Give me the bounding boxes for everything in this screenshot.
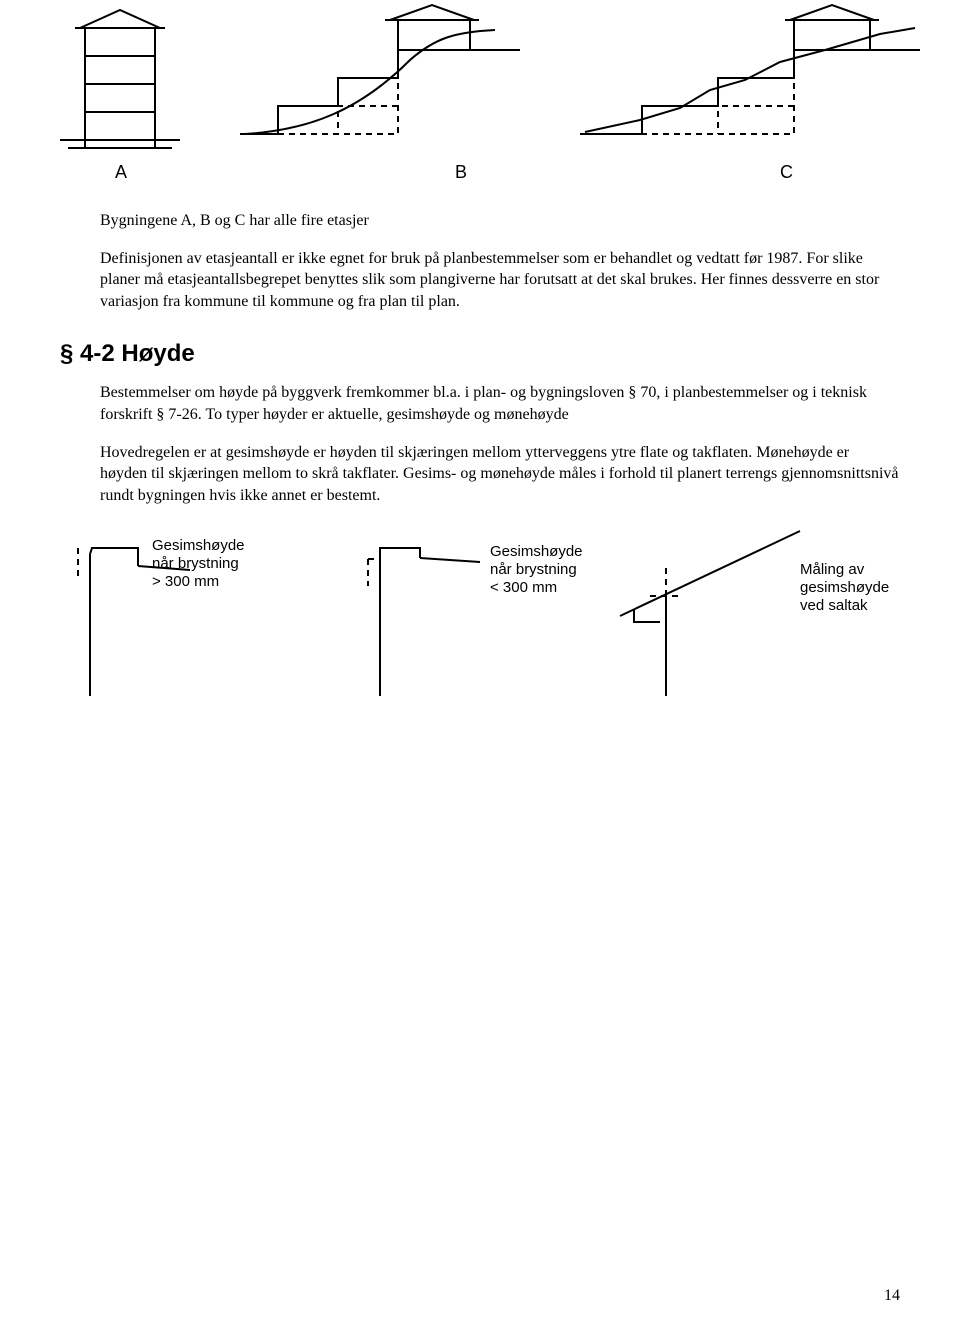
intro-block: Bygningene A, B og C har alle fire etasj… [100, 210, 900, 312]
page: A B C Bygningene A, B og C har alle fire… [0, 0, 960, 1335]
gesims-b-l1: Gesimshøyde [490, 543, 583, 560]
figure-buildings-abc: A B C [60, 0, 900, 190]
gesims-c-l1: Måling av [800, 561, 865, 578]
gesims-svg: Gesimshøyde når brystning > 300 mm Gesim… [60, 526, 900, 736]
gesims-c-l2: gesimshøyde [800, 579, 889, 596]
gesims-a-l2: når brystning [152, 555, 239, 572]
building-c [580, 5, 920, 134]
section-p1: Bestemmelser om høyde på byggverk fremko… [100, 382, 900, 425]
figure-gesimshoyde: Gesimshøyde når brystning > 300 mm Gesim… [60, 526, 900, 736]
label-b: B [455, 162, 467, 182]
gesims-a-l3: > 300 mm [152, 573, 219, 590]
gesims-c [620, 531, 800, 696]
intro-p2: Definisjonen av etasjeantall er ikke egn… [100, 248, 900, 313]
building-a [60, 10, 180, 148]
intro-p1: Bygningene A, B og C har alle fire etasj… [100, 210, 900, 232]
label-a: A [115, 162, 127, 182]
label-c: C [780, 162, 793, 182]
gesims-a-l1: Gesimshøyde [152, 537, 245, 554]
gesims-c-l3: ved saltak [800, 597, 868, 614]
gesims-b-l3: < 300 mm [490, 579, 557, 596]
section-p2: Hovedregelen er at gesimshøyde er høyden… [100, 442, 900, 507]
building-b [240, 5, 520, 134]
section-heading: § 4-2 Høyde [60, 340, 900, 368]
buildings-svg: A B C [60, 0, 940, 190]
section-block: Bestemmelser om høyde på byggverk fremko… [100, 382, 900, 506]
page-number: 14 [884, 1287, 900, 1305]
gesims-b-l2: når brystning [490, 561, 577, 578]
gesims-b [368, 548, 480, 696]
